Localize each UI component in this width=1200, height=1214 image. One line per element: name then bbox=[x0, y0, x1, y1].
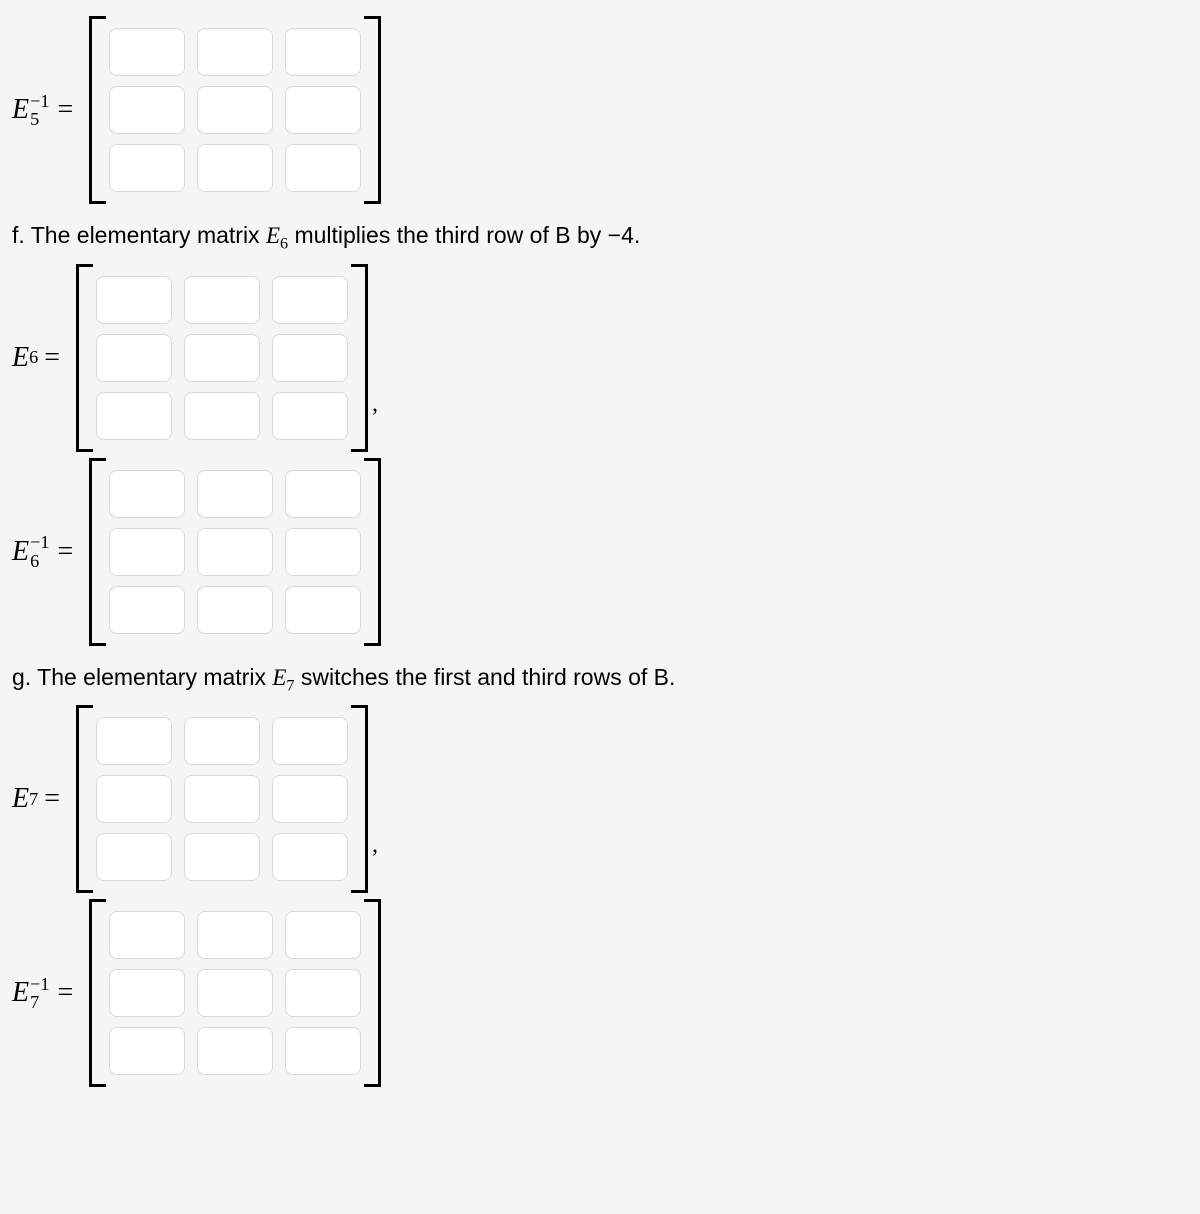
matrix-cell-e7-inverse-r1-c1[interactable] bbox=[197, 969, 273, 1017]
matrix-cell-e6-inverse-r1-c0[interactable] bbox=[109, 528, 185, 576]
prompt-math: E7 bbox=[272, 665, 294, 690]
matrix-cell-e6-r0-c2[interactable] bbox=[272, 276, 348, 324]
matrix-label-e7-inverse: E−17= bbox=[12, 975, 79, 1011]
matrix-cell-e5-inverse-r1-c2[interactable] bbox=[285, 86, 361, 134]
matrix-label-e6: E6= bbox=[12, 342, 66, 374]
matrix-row-e7: E7=, bbox=[12, 705, 1188, 893]
matrix-label-e7: E7= bbox=[12, 783, 66, 815]
matrix-cell-e7-inverse-r1-c2[interactable] bbox=[285, 969, 361, 1017]
matrix-brackets-e5-inverse bbox=[89, 16, 381, 204]
matrix-row-e6: E6=, bbox=[12, 264, 1188, 452]
matrix-cell-e7-inverse-r2-c1[interactable] bbox=[197, 1027, 273, 1075]
matrix-trail-e6: , bbox=[372, 391, 378, 418]
matrix-cell-e7-inverse-r0-c2[interactable] bbox=[285, 911, 361, 959]
matrix-cell-e6-inverse-r0-c0[interactable] bbox=[109, 470, 185, 518]
matrix-brackets-e6 bbox=[76, 264, 368, 452]
matrix-cell-e7-inverse-r2-c2[interactable] bbox=[285, 1027, 361, 1075]
matrix-cell-e7-inverse-r0-c0[interactable] bbox=[109, 911, 185, 959]
matrix-cell-e7-r1-c2[interactable] bbox=[272, 775, 348, 823]
prompt-after: switches the first and third rows of B. bbox=[294, 664, 675, 690]
matrix-cell-e6-r2-c0[interactable] bbox=[96, 392, 172, 440]
matrix-cell-e7-inverse-r1-c0[interactable] bbox=[109, 969, 185, 1017]
matrix-cell-e5-inverse-r0-c2[interactable] bbox=[285, 28, 361, 76]
matrix-cell-e6-r2-c2[interactable] bbox=[272, 392, 348, 440]
matrix-row-e5-inverse: E−15= bbox=[12, 16, 1188, 204]
matrix-cell-e7-r2-c0[interactable] bbox=[96, 833, 172, 881]
matrix-cell-e6-r1-c2[interactable] bbox=[272, 334, 348, 382]
matrix-cell-e5-inverse-r2-c0[interactable] bbox=[109, 144, 185, 192]
matrix-cell-e5-inverse-r2-c1[interactable] bbox=[197, 144, 273, 192]
matrix-grid-e7-inverse bbox=[101, 907, 369, 1079]
prompt-math: E6 bbox=[266, 223, 288, 248]
matrix-grid-e6-inverse bbox=[101, 466, 369, 638]
matrix-cell-e6-r1-c1[interactable] bbox=[184, 334, 260, 382]
matrix-cell-e5-inverse-r1-c0[interactable] bbox=[109, 86, 185, 134]
matrix-cell-e5-inverse-r2-c2[interactable] bbox=[285, 144, 361, 192]
matrix-cell-e7-inverse-r0-c1[interactable] bbox=[197, 911, 273, 959]
prompt-after: multiplies the third row of B by −4. bbox=[288, 222, 640, 248]
matrix-brackets-e7 bbox=[76, 705, 368, 893]
matrix-grid-e7 bbox=[88, 713, 356, 885]
prompt-before: g. The elementary matrix bbox=[12, 664, 272, 690]
matrix-cell-e6-r1-c0[interactable] bbox=[96, 334, 172, 382]
matrix-grid-e5-inverse bbox=[101, 24, 369, 196]
matrix-cell-e7-r0-c0[interactable] bbox=[96, 717, 172, 765]
matrix-row-e6-inverse: E−16= bbox=[12, 458, 1188, 646]
matrix-grid-e6 bbox=[88, 272, 356, 444]
matrix-cell-e5-inverse-r0-c1[interactable] bbox=[197, 28, 273, 76]
matrix-cell-e6-inverse-r2-c2[interactable] bbox=[285, 586, 361, 634]
matrix-cell-e6-inverse-r0-c1[interactable] bbox=[197, 470, 273, 518]
matrix-cell-e6-r0-c0[interactable] bbox=[96, 276, 172, 324]
matrix-cell-e6-inverse-r2-c0[interactable] bbox=[109, 586, 185, 634]
matrix-brackets-e7-inverse bbox=[89, 899, 381, 1087]
matrix-cell-e7-r0-c1[interactable] bbox=[184, 717, 260, 765]
prompt-text: f. The elementary matrix E6 multiplies t… bbox=[12, 222, 1188, 254]
matrix-cell-e6-inverse-r1-c2[interactable] bbox=[285, 528, 361, 576]
matrix-cell-e7-inverse-r2-c0[interactable] bbox=[109, 1027, 185, 1075]
matrix-row-e7-inverse: E−17= bbox=[12, 899, 1188, 1087]
matrix-label-e5-inverse: E−15= bbox=[12, 92, 79, 128]
matrix-cell-e7-r1-c1[interactable] bbox=[184, 775, 260, 823]
matrix-cell-e7-r1-c0[interactable] bbox=[96, 775, 172, 823]
prompt-before: f. The elementary matrix bbox=[12, 222, 266, 248]
matrix-cell-e7-r2-c1[interactable] bbox=[184, 833, 260, 881]
matrix-trail-e7: , bbox=[372, 832, 378, 859]
matrix-cell-e6-inverse-r2-c1[interactable] bbox=[197, 586, 273, 634]
matrix-cell-e5-inverse-r0-c0[interactable] bbox=[109, 28, 185, 76]
prompt-text: g. The elementary matrix E7 switches the… bbox=[12, 664, 1188, 696]
matrix-cell-e6-inverse-r1-c1[interactable] bbox=[197, 528, 273, 576]
matrix-cell-e6-inverse-r0-c2[interactable] bbox=[285, 470, 361, 518]
matrix-cell-e5-inverse-r1-c1[interactable] bbox=[197, 86, 273, 134]
matrix-brackets-e6-inverse bbox=[89, 458, 381, 646]
matrix-cell-e6-r2-c1[interactable] bbox=[184, 392, 260, 440]
matrix-label-e6-inverse: E−16= bbox=[12, 533, 79, 569]
matrix-cell-e7-r0-c2[interactable] bbox=[272, 717, 348, 765]
matrix-cell-e6-r0-c1[interactable] bbox=[184, 276, 260, 324]
matrix-cell-e7-r2-c2[interactable] bbox=[272, 833, 348, 881]
